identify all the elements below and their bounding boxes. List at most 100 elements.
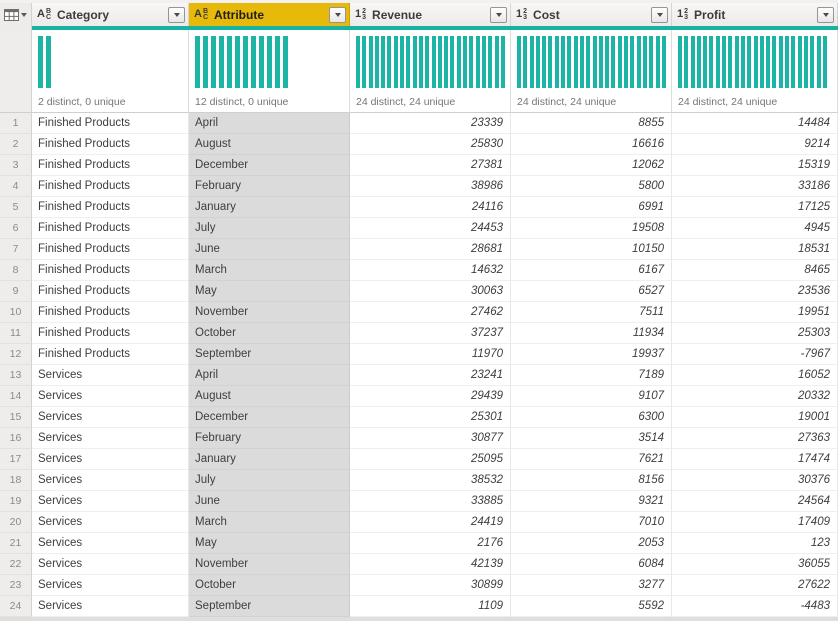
cell-attribute[interactable]: August [189,386,350,407]
cell-cost[interactable]: 3514 [511,428,672,449]
cell-attribute[interactable]: May [189,533,350,554]
cell-attribute[interactable]: September [189,344,350,365]
cell-cost[interactable]: 6167 [511,260,672,281]
cell-category[interactable]: Finished Products [32,323,189,344]
row-number[interactable]: 14 [0,386,32,407]
cell-profit[interactable]: 17125 [672,197,838,218]
cell-revenue[interactable]: 30899 [350,575,511,596]
filter-dropdown-revenue[interactable] [490,6,507,23]
row-number[interactable]: 23 [0,575,32,596]
cell-cost[interactable]: 6527 [511,281,672,302]
cell-revenue[interactable]: 42139 [350,554,511,575]
cell-revenue[interactable]: 27462 [350,302,511,323]
cell-profit[interactable]: 36055 [672,554,838,575]
row-number[interactable]: 13 [0,365,32,386]
row-number[interactable]: 3 [0,155,32,176]
cell-cost[interactable]: 9321 [511,491,672,512]
table-menu-button[interactable] [0,3,32,26]
cell-attribute[interactable]: September [189,596,350,617]
cell-attribute[interactable]: February [189,428,350,449]
cell-cost[interactable]: 5800 [511,176,672,197]
row-number[interactable]: 1 [0,113,32,134]
cell-revenue[interactable]: 23339 [350,113,511,134]
cell-attribute[interactable]: October [189,575,350,596]
cell-attribute[interactable]: April [189,365,350,386]
cell-revenue[interactable]: 25301 [350,407,511,428]
cell-cost[interactable]: 16616 [511,134,672,155]
row-number[interactable]: 2 [0,134,32,155]
cell-category[interactable]: Finished Products [32,344,189,365]
cell-attribute[interactable]: May [189,281,350,302]
row-number[interactable]: 11 [0,323,32,344]
cell-attribute[interactable]: December [189,155,350,176]
cell-revenue[interactable]: 25095 [350,449,511,470]
row-number[interactable]: 22 [0,554,32,575]
row-number[interactable]: 18 [0,470,32,491]
filter-dropdown-category[interactable] [168,6,185,23]
row-number[interactable]: 7 [0,239,32,260]
filter-dropdown-profit[interactable] [817,6,834,23]
cell-cost[interactable]: 6300 [511,407,672,428]
cell-attribute[interactable]: April [189,113,350,134]
cell-attribute[interactable]: February [189,176,350,197]
cell-category[interactable]: Services [32,575,189,596]
cell-revenue[interactable]: 27381 [350,155,511,176]
cell-attribute[interactable]: March [189,512,350,533]
cell-cost[interactable]: 19937 [511,344,672,365]
column-distribution-cost[interactable]: 24 distinct, 24 unique [511,30,672,113]
cell-revenue[interactable]: 11970 [350,344,511,365]
cell-category[interactable]: Services [32,428,189,449]
cell-attribute[interactable]: August [189,134,350,155]
row-number[interactable]: 10 [0,302,32,323]
row-number[interactable]: 24 [0,596,32,617]
cell-category[interactable]: Services [32,365,189,386]
cell-profit[interactable]: 24564 [672,491,838,512]
column-header-revenue[interactable]: 1 2 3 Revenue [350,3,511,26]
cell-profit[interactable]: 20332 [672,386,838,407]
cell-profit[interactable]: 19951 [672,302,838,323]
cell-cost[interactable]: 2053 [511,533,672,554]
cell-revenue[interactable]: 28681 [350,239,511,260]
cell-revenue[interactable]: 2176 [350,533,511,554]
cell-cost[interactable]: 3277 [511,575,672,596]
cell-category[interactable]: Services [32,512,189,533]
cell-profit[interactable]: 14484 [672,113,838,134]
cell-attribute[interactable]: June [189,491,350,512]
cell-revenue[interactable]: 38532 [350,470,511,491]
cell-profit[interactable]: 30376 [672,470,838,491]
cell-category[interactable]: Services [32,554,189,575]
row-number[interactable]: 15 [0,407,32,428]
cell-cost[interactable]: 7621 [511,449,672,470]
row-number[interactable]: 20 [0,512,32,533]
cell-profit[interactable]: 15319 [672,155,838,176]
cell-revenue[interactable]: 33885 [350,491,511,512]
cell-cost[interactable]: 11934 [511,323,672,344]
row-number[interactable]: 12 [0,344,32,365]
cell-profit[interactable]: 16052 [672,365,838,386]
cell-category[interactable]: Finished Products [32,134,189,155]
cell-profit[interactable]: 27363 [672,428,838,449]
column-distribution-profit[interactable]: 24 distinct, 24 unique [672,30,838,113]
cell-category[interactable]: Finished Products [32,302,189,323]
cell-category[interactable]: Services [32,407,189,428]
row-number[interactable]: 6 [0,218,32,239]
row-number[interactable]: 16 [0,428,32,449]
cell-profit[interactable]: 33186 [672,176,838,197]
cell-profit[interactable]: 17474 [672,449,838,470]
row-number[interactable]: 17 [0,449,32,470]
cell-category[interactable]: Services [32,533,189,554]
cell-cost[interactable]: 19508 [511,218,672,239]
cell-profit[interactable]: -4483 [672,596,838,617]
cell-revenue[interactable]: 37237 [350,323,511,344]
cell-attribute[interactable]: July [189,470,350,491]
cell-profit[interactable]: 8465 [672,260,838,281]
column-distribution-attribute[interactable]: 12 distinct, 0 unique [189,30,350,113]
column-header-profit[interactable]: 1 2 3 Profit [672,3,838,26]
column-header-attribute[interactable]: A B C Attribute [189,3,350,26]
row-number[interactable]: 19 [0,491,32,512]
cell-category[interactable]: Services [32,491,189,512]
cell-revenue[interactable]: 30063 [350,281,511,302]
cell-cost[interactable]: 6991 [511,197,672,218]
row-number[interactable]: 21 [0,533,32,554]
